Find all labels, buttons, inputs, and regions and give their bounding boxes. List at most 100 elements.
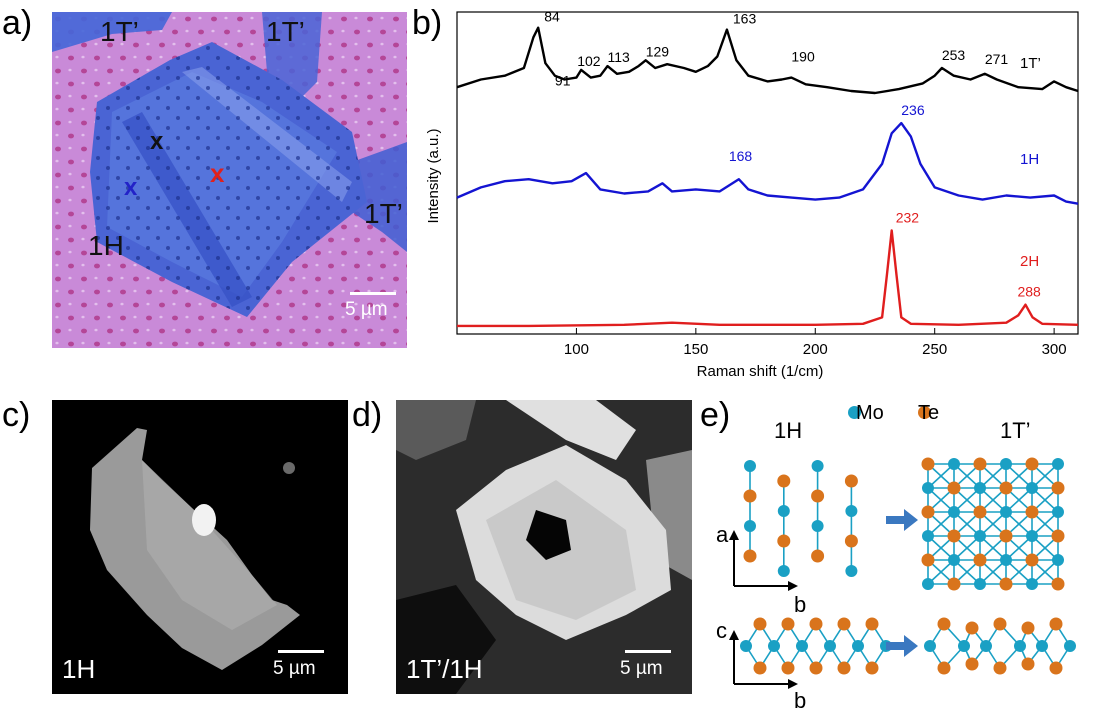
te-atom [1025, 457, 1039, 471]
label-1t-top-left: 1T’ [100, 16, 139, 47]
y-axis-label: Intensity (a.u.) [425, 128, 442, 223]
te-atom [837, 661, 851, 675]
x-tick-label: 100 [564, 341, 589, 358]
peak-label-271: 271 [985, 51, 1009, 67]
te-atom [1049, 617, 1063, 631]
series-line-2 [456, 121, 1079, 205]
te-atom [993, 661, 1007, 675]
axis-label-a: a [716, 522, 729, 547]
scale-label-d: 5 µm [620, 658, 663, 679]
label-1t-top-right: 1T’ [266, 16, 305, 47]
te-atom [809, 661, 823, 675]
te-atom [937, 617, 951, 631]
mo-atom [1014, 640, 1026, 652]
optical-micrograph: 1T’ 1T’ 1T’ 1H x x x 5 µm [52, 12, 407, 348]
dark-hole [526, 510, 571, 560]
peak-label-288: 288 [1017, 284, 1041, 300]
mo-atom [845, 565, 858, 577]
mo-atom [744, 520, 756, 532]
series-label-2: 1H [1020, 151, 1039, 168]
te-atom [777, 534, 791, 548]
te-atom [844, 474, 858, 488]
mo-atom [811, 520, 824, 532]
mo-atom [924, 640, 936, 652]
mo-atom [744, 460, 756, 472]
mo-atom [922, 482, 934, 494]
marker-blue-x: x [124, 174, 138, 201]
series-label-1: 1T’ [1020, 55, 1041, 72]
te-atom [753, 617, 767, 631]
te-atom [1025, 553, 1039, 567]
marker-red-x: x [210, 158, 225, 188]
image-1t-1h-map: 1T’/1H 5 µm [396, 400, 692, 694]
te-atom [743, 549, 757, 563]
mo-atom [1000, 506, 1012, 518]
mo-atom [1000, 458, 1012, 470]
te-atom [999, 529, 1013, 543]
te-atom [1051, 481, 1065, 495]
axis-label-b-side: b [794, 688, 807, 713]
mo-atom [1026, 578, 1038, 590]
mo-atom [1026, 530, 1038, 542]
scale-bar-c [278, 650, 324, 653]
mo-atom [1036, 640, 1048, 652]
axis-label-b: b [794, 592, 807, 617]
mo-atom [1052, 458, 1064, 470]
label-1t-1h-d: 1T’/1H [406, 654, 483, 684]
peak-label-113: 113 [607, 49, 630, 65]
label-1h: 1H [88, 230, 124, 261]
peak-label-253: 253 [942, 47, 966, 63]
mo-atom [948, 458, 960, 470]
mo-atom [1052, 506, 1064, 518]
peak-label-91: 91 [555, 73, 571, 89]
axes-side [733, 636, 792, 685]
panel-c-letter: c) [2, 396, 31, 434]
legend-te-dot [918, 406, 931, 419]
raman-chart: 100 150 200 250 300 84 91 102 113 129 163 190 253 27… [420, 6, 1096, 386]
panel-d-letter: d) [352, 396, 383, 434]
te-atom [947, 481, 961, 495]
mo-atom [958, 640, 970, 652]
te-atom [973, 553, 987, 567]
mo-atom [796, 640, 808, 652]
marker-black-x: x [150, 128, 164, 155]
legend-mo-label: Mo [856, 402, 884, 424]
structure-1t-top [921, 457, 1065, 591]
mo-atom [974, 530, 986, 542]
mo-atom [824, 640, 836, 652]
scale-bar-d [625, 650, 671, 653]
peak-label-102: 102 [577, 53, 601, 69]
te-atom [1025, 505, 1039, 519]
te-atom [973, 505, 987, 519]
x-tick-label: 150 [683, 341, 708, 358]
te-atom [1021, 621, 1035, 635]
te-atom [844, 534, 858, 548]
plot-frame [456, 11, 1079, 335]
te-atom [921, 553, 935, 567]
scale-label-c: 5 µm [273, 658, 316, 679]
flake-1t-right [352, 142, 407, 252]
legend-mo-dot [848, 406, 861, 419]
te-atom [947, 577, 961, 591]
mo-atom [768, 640, 780, 652]
legend-te-label: Te [918, 402, 940, 424]
mo-atom [740, 640, 752, 652]
phase-label-1t: 1T’ [1000, 418, 1031, 443]
peak-label-129: 129 [646, 43, 670, 59]
te-atom [973, 457, 987, 471]
te-atom [993, 617, 1007, 631]
panel-e-letter: e) [700, 396, 731, 434]
label-1h-c: 1H [62, 654, 96, 684]
structure-1h-side [740, 617, 892, 675]
te-atom [1049, 661, 1063, 675]
crystal-structure-diagram: 1H 1T’ Mo Te a b c b [716, 398, 1096, 717]
mo-atom [1000, 554, 1012, 566]
structure-1h-top [743, 460, 858, 577]
te-atom [811, 549, 825, 563]
te-atom [781, 617, 795, 631]
panel-b-letter: b) [412, 4, 443, 42]
te-atom [921, 505, 935, 519]
te-atom [1051, 529, 1065, 543]
mo-atom [852, 640, 864, 652]
te-atom [1051, 577, 1065, 591]
